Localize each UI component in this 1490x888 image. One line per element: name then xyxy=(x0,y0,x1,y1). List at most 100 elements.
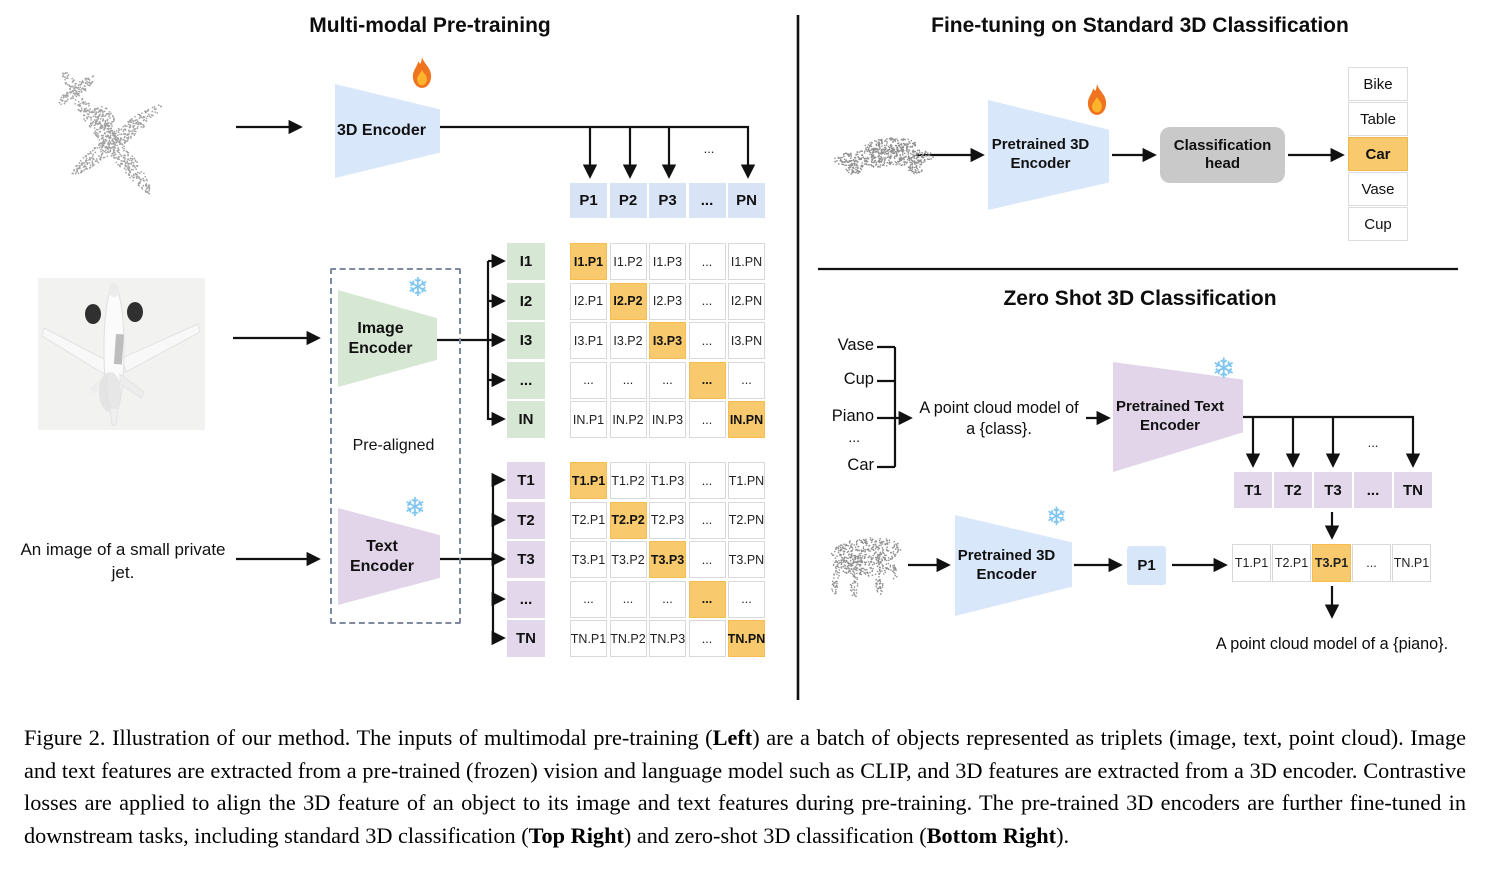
matrix-cell: T2.PN xyxy=(728,502,765,539)
matrix-cell: T1.P2 xyxy=(610,462,647,499)
matrix-cell: TN.P2 xyxy=(610,620,647,657)
ellipsis-t-columns: ... xyxy=(1359,435,1387,450)
image-feature-cell: I3 xyxy=(507,322,545,359)
image-feature-cell: I2 xyxy=(507,283,545,320)
snowflake-icon: ❄ xyxy=(404,492,426,523)
matrix-cell: ... xyxy=(689,462,726,499)
matrix-cell: T3.P1 xyxy=(570,541,607,578)
image-feature-cell: ... xyxy=(507,362,545,399)
pre-aligned-label: Pre-aligned xyxy=(330,437,457,455)
zeroshot-class-label: Piano xyxy=(790,407,874,426)
matrix-cell: IN.P3 xyxy=(649,401,686,438)
caption-segment: ). xyxy=(1056,823,1069,848)
matrix-cell: IN.P2 xyxy=(610,401,647,438)
zeroshot-class-label: Cup xyxy=(790,370,874,389)
zeroshot-panel-title: Zero Shot 3D Classification xyxy=(850,287,1430,311)
matrix-cell: ... xyxy=(728,581,765,618)
matrix-cell: IN.P1 xyxy=(570,401,607,438)
pretrained-3d-encoder-block: Pretrained 3D Encoder xyxy=(988,100,1109,210)
zeroshot-result-cell: T1.P1 xyxy=(1232,544,1271,582)
matrix-cell: ... xyxy=(728,362,765,399)
left-panel-title: Multi-modal Pre-training xyxy=(230,14,630,38)
ellipsis-p-columns: ... xyxy=(695,141,723,156)
class-prompt-text: A point cloud model of a {class}. xyxy=(913,398,1085,440)
text-feature-cell: T3 xyxy=(507,541,545,578)
pretrained-3d-encoder-label: Pretrained 3D Encoder xyxy=(988,136,1109,174)
matrix-cell: I3.PN xyxy=(728,322,765,359)
snowflake-icon: ❄ xyxy=(1212,352,1235,385)
class-list-cell: Bike xyxy=(1348,67,1408,101)
matrix-cell: T2.P3 xyxy=(649,502,686,539)
matrix-cell: TN.P1 xyxy=(570,620,607,657)
image-point-similarity-matrix: I1.P1 I1.P2 I1.P3... I1.PN I2.P1 I2.P2 I2.P3..… xyxy=(570,243,765,438)
jet-photo xyxy=(38,278,205,430)
zeroshot-similarity-row: T1.P1 T2.P1 T3.P1... TN.P1 xyxy=(1232,544,1431,582)
fire-icon xyxy=(1084,84,1110,116)
text-feature-cell: ... xyxy=(507,581,545,618)
image-encoder-label: Image Encoder xyxy=(338,319,437,359)
matrix-cell: I1.P3 xyxy=(649,243,686,280)
matrix-cell: ... xyxy=(649,581,686,618)
zeroshot-class-label: ... xyxy=(790,429,874,445)
caption-segment: Figure 2. Illustration of our method. Th… xyxy=(24,725,713,750)
text-point-similarity-matrix: T1.P1 T1.P2 T1.P3... T1.PN T2.P1 T2.P2 T2.P3..… xyxy=(570,462,765,657)
zeroshot-text-cell: T3 xyxy=(1314,472,1352,508)
p-feature-cell: P1 xyxy=(570,183,607,218)
matrix-cell: I3.P2 xyxy=(610,322,647,359)
matrix-cell: TN.PN xyxy=(728,620,765,657)
piano-point-cloud xyxy=(824,530,904,602)
matrix-cell: T1.P3 xyxy=(649,462,686,499)
image-feature-cell: I1 xyxy=(507,243,545,280)
p-feature-row: P1 P2 P3... PN xyxy=(570,183,765,218)
matrix-cell: T2.P2 xyxy=(610,502,647,539)
zeroshot-text-cell: T2 xyxy=(1274,472,1312,508)
zeroshot-class-label: Car xyxy=(790,456,874,475)
zeroshot-result-cell: T3.P1 xyxy=(1312,544,1351,582)
figure-canvas: Multi-modal Pre-training 3D Encoder ... … xyxy=(0,0,1490,888)
matrix-cell: ... xyxy=(689,541,726,578)
image-feature-cell: IN xyxy=(507,401,545,438)
matrix-cell: TN.P3 xyxy=(649,620,686,657)
matrix-cell: T2.P1 xyxy=(570,502,607,539)
zeroshot-result-cell: ... xyxy=(1352,544,1391,582)
zeroshot-text-cell: ... xyxy=(1354,472,1392,508)
figure-caption: Figure 2. Illustration of our method. Th… xyxy=(24,722,1466,852)
finetune-panel-title: Fine-tuning on Standard 3D Classificatio… xyxy=(850,14,1430,38)
p1-feature-box: P1 xyxy=(1127,546,1166,585)
text-feature-cell: T1 xyxy=(507,462,545,499)
pretrained-text-encoder-label: Pretrained Text Encoder xyxy=(1113,398,1243,436)
matrix-cell: ... xyxy=(610,581,647,618)
matrix-cell: ... xyxy=(689,581,726,618)
matrix-cell: T1.PN xyxy=(728,462,765,499)
matrix-cell: ... xyxy=(689,401,726,438)
car-point-cloud xyxy=(828,131,940,177)
matrix-cell: ... xyxy=(689,322,726,359)
3d-encoder-block: 3D Encoder xyxy=(335,84,440,178)
zeroshot-result-cell: TN.P1 xyxy=(1392,544,1431,582)
classification-head-block: Classification head xyxy=(1160,127,1285,183)
matrix-cell: T3.PN xyxy=(728,541,765,578)
p-feature-cell: P2 xyxy=(610,183,647,218)
matrix-cell: I2.P1 xyxy=(570,283,607,320)
text-encoder-label: Text Encoder xyxy=(338,537,440,577)
airplane-point-cloud xyxy=(30,48,190,223)
caption-segment: ) and zero-shot 3D classification ( xyxy=(624,823,927,848)
zeroshot-result-cell: T2.P1 xyxy=(1272,544,1311,582)
matrix-cell: ... xyxy=(689,502,726,539)
matrix-cell: I1.PN xyxy=(728,243,765,280)
matrix-cell: ... xyxy=(570,581,607,618)
matrix-cell: ... xyxy=(570,362,607,399)
p-feature-cell: PN xyxy=(728,183,765,218)
zeroshot-class-label: Vase xyxy=(790,336,874,355)
zeroshot-3d-encoder-label: Pretrained 3D Encoder xyxy=(955,547,1072,585)
class-list-cell: Table xyxy=(1348,102,1408,136)
matrix-cell: I1.P1 xyxy=(570,243,607,280)
matrix-cell: I2.P3 xyxy=(649,283,686,320)
p-feature-cell: ... xyxy=(689,183,726,218)
class-list-cell: Cup xyxy=(1348,207,1408,241)
matrix-cell: ... xyxy=(689,283,726,320)
p-feature-cell: P3 xyxy=(649,183,686,218)
caption-bold-segment: Top Right xyxy=(529,823,624,848)
zeroshot-text-cell: TN xyxy=(1394,472,1432,508)
matrix-cell: I2.PN xyxy=(728,283,765,320)
